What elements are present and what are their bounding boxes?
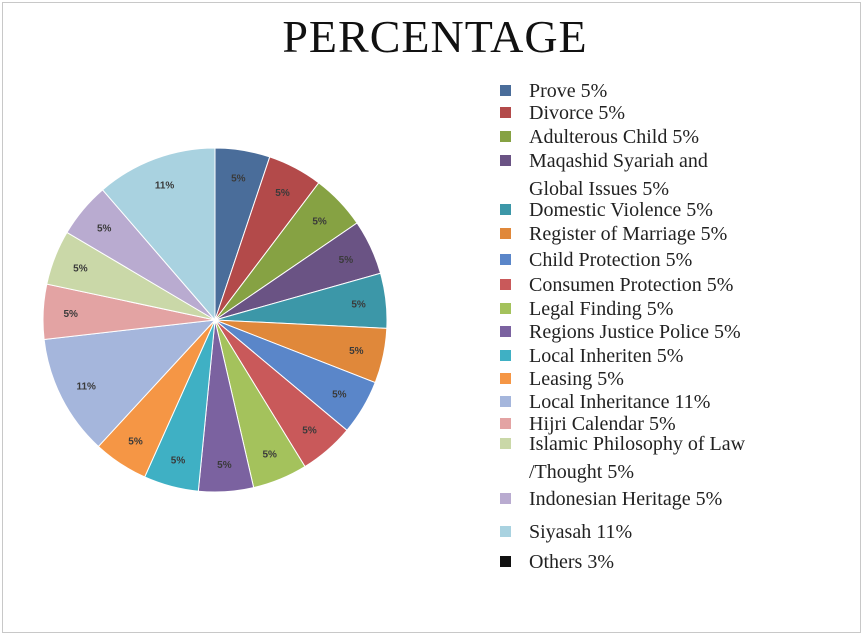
pie-data-label: 5%	[275, 188, 290, 199]
pie-slice-siyasah	[101, 147, 216, 322]
legend-label: Legal Finding 5%	[529, 298, 674, 320]
pie-data-label: 5%	[339, 255, 354, 266]
legend-swatch	[500, 326, 511, 337]
legend-label: Prove 5%	[529, 80, 608, 102]
legend-label: Local Inheritance 11%	[529, 391, 711, 413]
legend-swatch	[500, 556, 511, 567]
legend-label: Others 3%	[529, 551, 614, 573]
legend-swatch	[500, 396, 511, 407]
pie-data-label: 5%	[332, 390, 347, 401]
legend-label: Maqashid Syariah and Global Issues 5%	[529, 150, 708, 200]
chart-title: PERCENTAGE	[282, 11, 588, 62]
legend-swatch	[500, 303, 511, 314]
pie-data-label: 5%	[231, 173, 246, 184]
pie-data-label: 5%	[351, 300, 366, 311]
legend-swatch	[500, 350, 511, 361]
legend-swatch	[500, 526, 511, 537]
legend-swatch	[500, 107, 511, 118]
legend-label: Local Inheriten 5%	[529, 345, 684, 367]
pie-data-label: 5%	[171, 456, 186, 467]
legend-swatch	[500, 131, 511, 142]
legend-swatch	[500, 85, 511, 96]
legend-label: Leasing 5%	[529, 368, 624, 390]
legend-swatch	[500, 204, 511, 215]
legend-label: Divorce 5%	[529, 102, 626, 124]
legend-swatch	[500, 418, 511, 429]
pie-data-label: 5%	[312, 216, 327, 227]
legend-swatch	[500, 155, 511, 166]
legend-label: Islamic Philosophy of Law/Thought 5%	[529, 433, 746, 483]
pie-data-label: 5%	[63, 309, 78, 320]
legend-label: Regions Justice Police 5%	[529, 321, 741, 343]
legend-label: Consumen Protection 5%	[529, 274, 734, 296]
pie-data-label: 11%	[155, 181, 175, 192]
pie-data-label: 5%	[73, 263, 88, 274]
pie-data-label: 5%	[97, 223, 112, 234]
legend-swatch	[500, 438, 511, 449]
legend-label: Adulterous Child 5%	[529, 126, 699, 148]
legend-label: Domestic Violence 5%	[529, 199, 713, 221]
pie-data-label: 5%	[262, 450, 277, 461]
legend-swatch	[500, 254, 511, 265]
legend-label: Child Protection 5%	[529, 249, 693, 271]
pie-data-label: 5%	[128, 437, 143, 448]
legend-swatch	[500, 228, 511, 239]
legend-label: Siyasah 11%	[529, 521, 633, 543]
legend-swatch	[500, 279, 511, 290]
legend-swatch	[500, 493, 511, 504]
pie-data-label: 5%	[349, 346, 364, 357]
pie-data-label: 5%	[217, 460, 232, 471]
pie-data-label: 11%	[76, 381, 96, 392]
pie-data-label: 5%	[302, 425, 317, 436]
legend-label: Indonesian Heritage 5%	[529, 488, 723, 510]
legend-label: Register of Marriage 5%	[529, 223, 728, 245]
legend-label: Hijri Calendar 5%	[529, 413, 676, 435]
pie-slice-local-inheritance	[43, 319, 217, 448]
legend-swatch	[500, 373, 511, 384]
